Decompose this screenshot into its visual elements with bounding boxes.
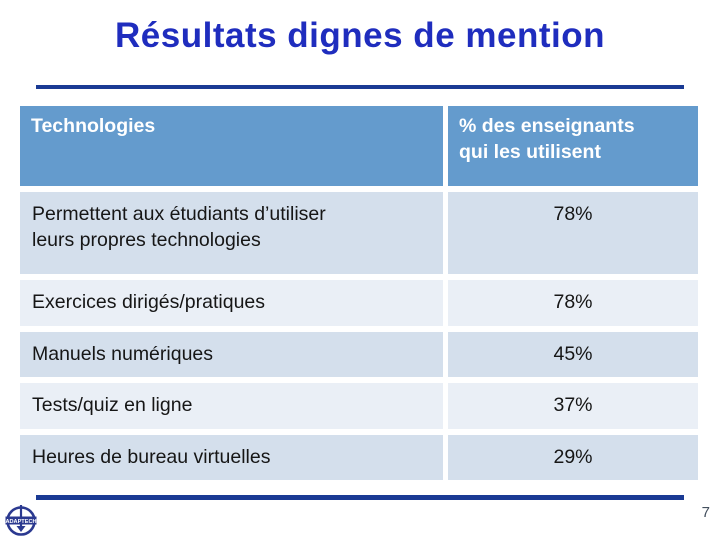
adaptech-logo-text: ADAPTECH <box>5 519 36 525</box>
adaptech-logo-icon: ADAPTECH <box>4 502 38 538</box>
slide-title: Résultats dignes de mention <box>115 16 605 55</box>
table-row-value: 78% <box>448 192 698 274</box>
table-row-value: 45% <box>448 332 698 377</box>
table-row-value: 37% <box>448 383 698 429</box>
table-row-label: Exercices dirigés/pratiques <box>20 280 443 326</box>
table-row-label: Manuels numériques <box>20 332 443 377</box>
title-divider <box>36 85 684 89</box>
page-number: 7 <box>701 504 710 521</box>
table-row-label: Permettent aux étudiants d’utiliser leur… <box>20 192 443 274</box>
table-header-technologies: Technologies <box>20 106 443 186</box>
table-header-percent: % des enseignants qui les utilisent <box>448 106 698 186</box>
results-table: Technologies % des enseignants qui les u… <box>20 106 698 480</box>
table-row-label: Tests/quiz en ligne <box>20 383 443 429</box>
table-row-label: Heures de bureau virtuelles <box>20 435 443 480</box>
table-row-value: 29% <box>448 435 698 480</box>
table-row-value: 78% <box>448 280 698 326</box>
footer-divider <box>36 495 684 500</box>
